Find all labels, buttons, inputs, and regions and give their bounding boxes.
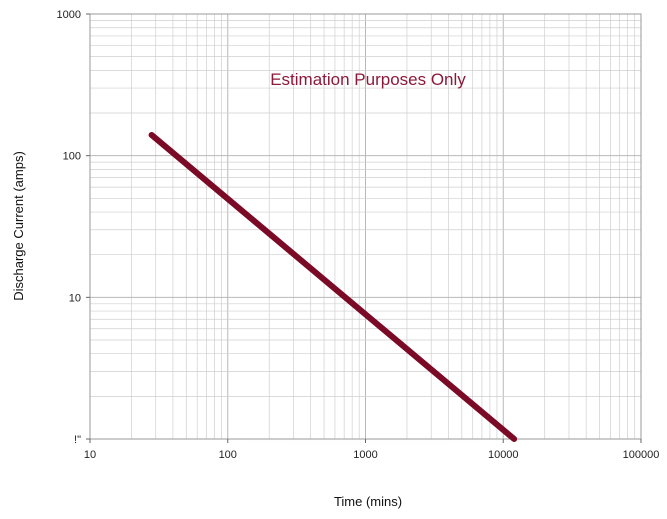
x-tick-label: 100: [219, 449, 237, 461]
y-axis-title: Discharge Current (amps): [11, 151, 26, 301]
series-layer: [148, 131, 518, 442]
annotation-text: Estimation Purposes Only: [270, 70, 466, 89]
x-axis-title: Time (mins): [334, 494, 402, 509]
y-tick-label: !": [74, 434, 81, 446]
x-tick-label: 100000: [623, 449, 660, 461]
y-tick-label: 1000: [57, 9, 81, 21]
y-tick-label: 10: [69, 292, 81, 304]
y-tick-label: 100: [63, 151, 81, 163]
series-line: [148, 131, 518, 442]
x-tick-label: 10: [84, 449, 96, 461]
x-tick-label: 1000: [353, 449, 377, 461]
x-tick-label: 10000: [488, 449, 519, 461]
